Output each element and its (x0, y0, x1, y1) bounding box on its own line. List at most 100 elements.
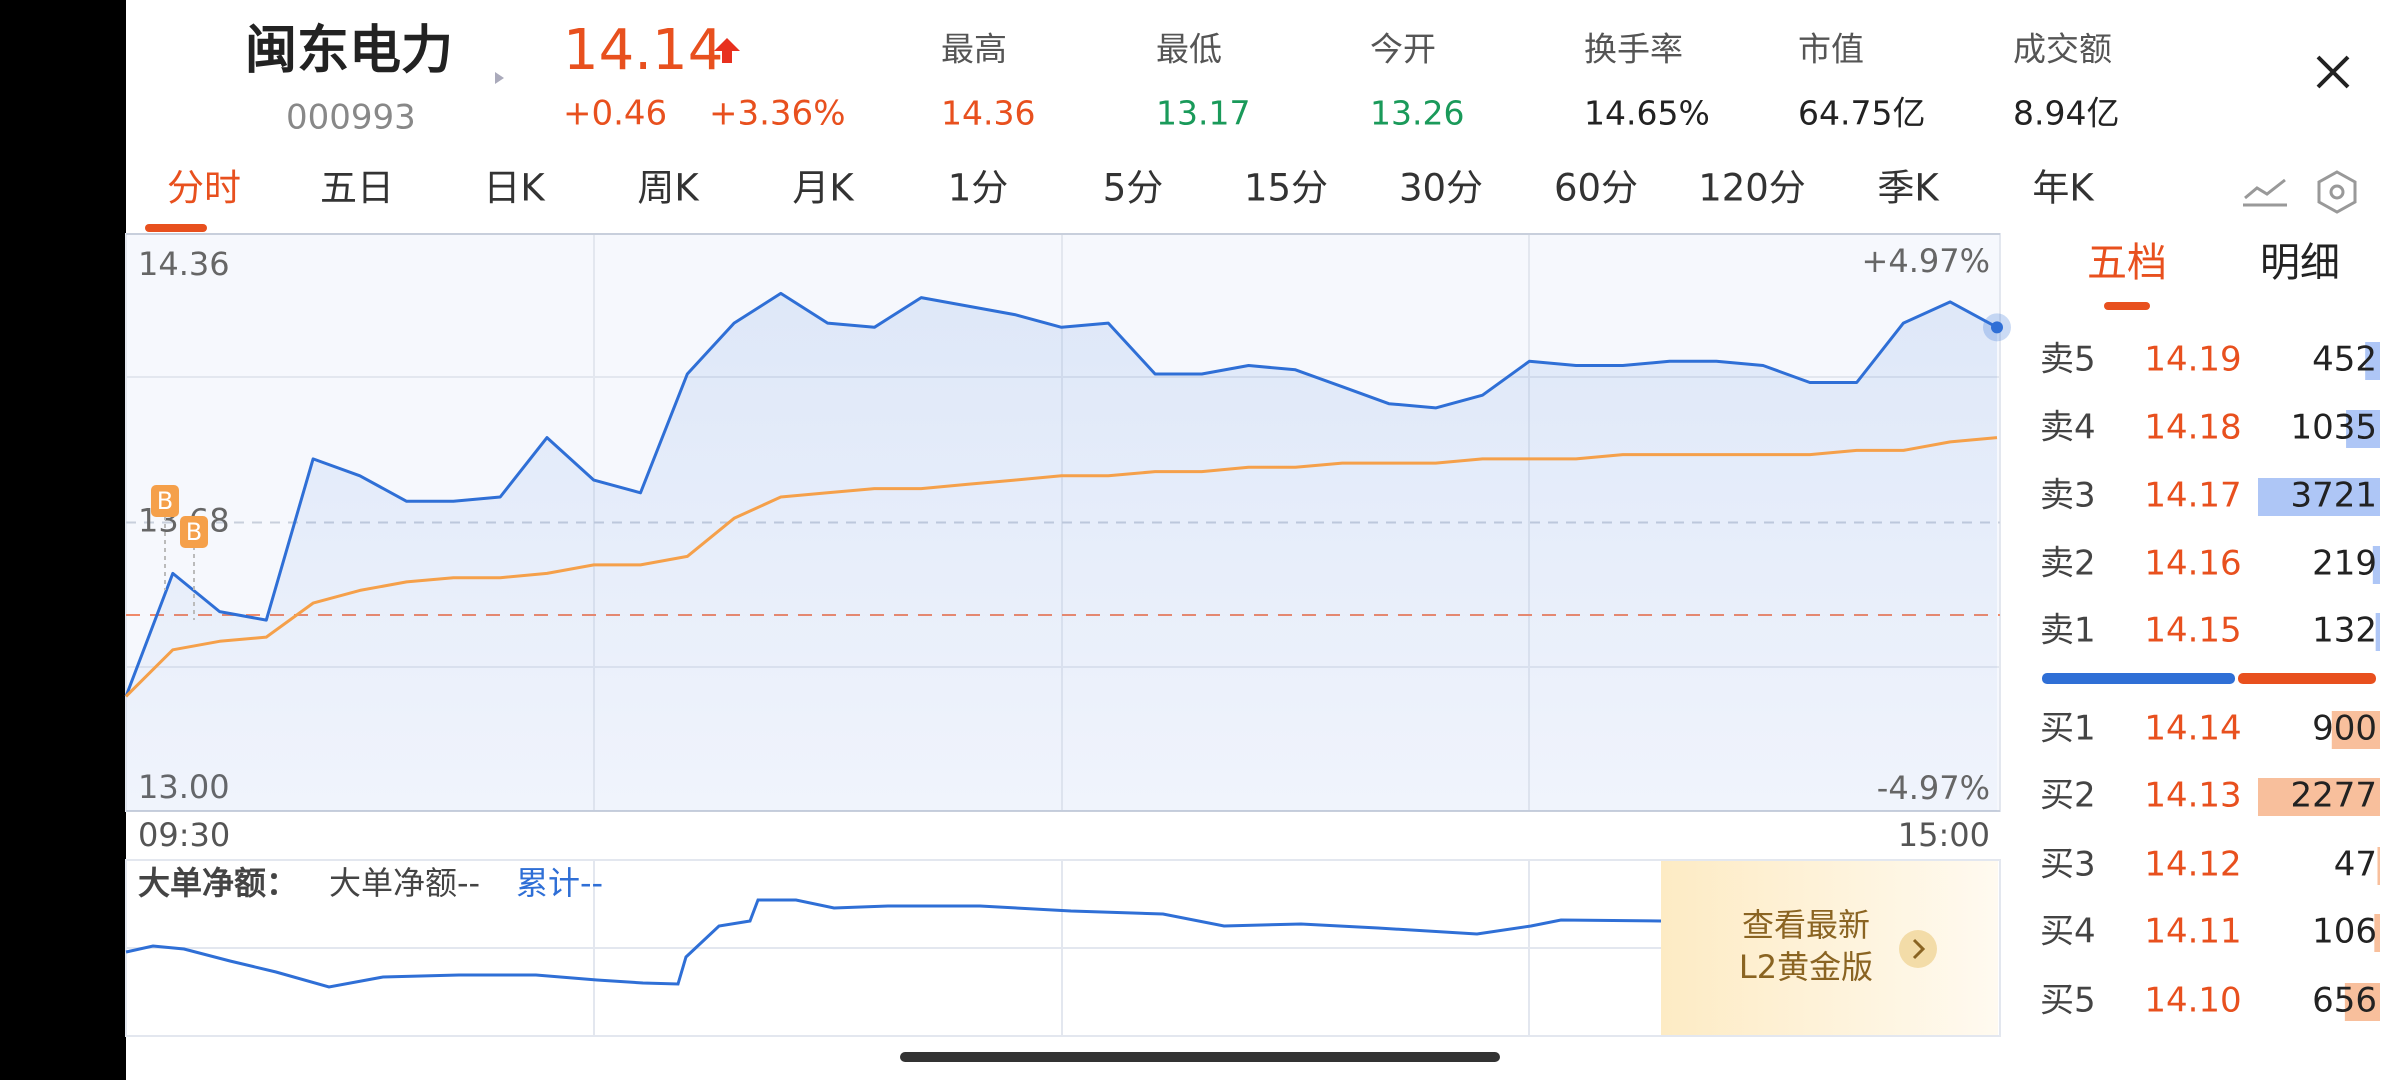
stat-label: 市值 (1798, 30, 1864, 69)
stat-value: 64.75亿 (1798, 94, 1925, 133)
volume-bar (2377, 847, 2380, 885)
book-tab[interactable]: 五档 (2087, 240, 2167, 286)
last-point (1991, 321, 2003, 334)
pct-top: +4.97% (1862, 242, 1990, 280)
level-price: 14.10 (2144, 981, 2241, 1021)
stat-value: 8.94亿 (2013, 94, 2119, 133)
tabs: 分时 五日 日K 周K 月K 1分 5分 15分 30分 60分 120分 季K 年K (167, 167, 2095, 210)
level-label: 买4 (2040, 912, 2096, 952)
level-price: 14.13 (2144, 776, 2241, 816)
close-button[interactable] (2316, 55, 2350, 89)
level-volume: 47 (2334, 845, 2377, 885)
stat-value: 13.17 (1156, 94, 1250, 133)
settings-icon-dot (2329, 184, 2345, 200)
tab[interactable]: 分时 (167, 167, 241, 210)
volume-bar (2346, 410, 2380, 448)
change-pct: +3.36% (709, 94, 846, 134)
level-price: 14.11 (2144, 912, 2241, 952)
price-area (126, 293, 1997, 811)
tab[interactable]: 季K (1877, 167, 1940, 210)
stat-label: 今开 (1370, 30, 1436, 69)
promo-line2: L2黄金版 (1739, 948, 1873, 986)
promo-arrow-icon (1912, 938, 1926, 960)
level-price: 14.16 (2144, 544, 2241, 584)
flow-total: 累计-- (516, 864, 603, 902)
tab[interactable]: 15分 (1244, 167, 1328, 210)
tab[interactable]: 120分 (1698, 167, 1806, 210)
level-volume: 106 (2312, 912, 2377, 952)
volume-bar (2374, 914, 2380, 952)
level-price: 14.17 (2144, 476, 2241, 516)
expand-arrow[interactable] (495, 72, 504, 84)
tab[interactable]: 30分 (1399, 167, 1483, 210)
stats: 最高 14.36 最低 13.17 今开 13.26 换手率 14.65% 市值 64.75亿 成交… (941, 30, 2119, 133)
volume-bar (2344, 983, 2380, 1021)
level-volume: 3721 (2290, 476, 2377, 516)
buy-marker-label: B (157, 487, 173, 515)
level-label: 卖1 (2040, 611, 2096, 651)
level-label: 买3 (2040, 845, 2096, 885)
stat-label: 最高 (941, 30, 1007, 69)
settings-icon[interactable] (2317, 170, 2357, 214)
level-label: 卖4 (2040, 408, 2096, 448)
time-end: 15:00 (1898, 816, 1990, 854)
book-tab-underline (2104, 302, 2150, 310)
flow-title: 大单净额： (138, 864, 298, 902)
buy-marker[interactable] (180, 516, 208, 548)
ratio-bar-sell (2238, 673, 2376, 684)
volume-bar (2375, 613, 2380, 651)
price: 14.14 (563, 18, 723, 83)
stat-value: 14.65% (1584, 94, 1710, 133)
promo-arrow[interactable] (1899, 930, 1937, 968)
level-volume: 2277 (2290, 776, 2377, 816)
stat-value: 13.26 (1370, 94, 1464, 133)
price-line (124, 291, 1998, 697)
price-chart: 14.3613.6813.00 (124, 233, 2011, 812)
level-price: 14.19 (2144, 340, 2241, 380)
level-price: 14.14 (2144, 709, 2241, 749)
up-arrow (714, 38, 740, 63)
level-label: 卖5 (2040, 340, 2096, 380)
tab[interactable]: 60分 (1554, 167, 1638, 210)
stat-label: 成交额 (2013, 30, 2112, 69)
tab[interactable]: 月K (792, 167, 855, 210)
stock-name: 闽东电力 (245, 21, 453, 81)
stat-label: 换手率 (1584, 30, 1683, 69)
tab[interactable]: 五日 (320, 167, 394, 210)
indicator-icon[interactable] (2243, 178, 2287, 207)
home-indicator (900, 1052, 1500, 1062)
tab[interactable]: 周K (637, 167, 700, 210)
level-label: 买2 (2040, 776, 2096, 816)
level-volume: 1035 (2290, 408, 2377, 448)
volume-bar (2258, 478, 2380, 516)
flow-line (125, 898, 1662, 989)
stock-code: 000993 (286, 98, 416, 138)
level-label: 卖3 (2040, 476, 2096, 516)
level-price: 14.15 (2144, 611, 2241, 651)
buy-marker-label: B (186, 518, 202, 546)
order-book: 卖5 14.19 452 卖4 14.18 1035 卖3 14.17 3721 卖2 14.16 2… (2040, 340, 2380, 1021)
time-start: 09:30 (138, 816, 230, 854)
tab[interactable]: 5分 (1103, 167, 1164, 210)
promo-line1: 查看最新 (1742, 906, 1870, 944)
y-tick-label: 14.36 (138, 245, 230, 283)
promo-box[interactable] (1661, 861, 1998, 1035)
average-line (124, 436, 1998, 698)
level-volume: 900 (2312, 709, 2377, 749)
buy-marker[interactable] (151, 485, 179, 517)
left-bar (0, 0, 126, 1080)
volume-bar (2258, 778, 2380, 816)
stat-value: 14.36 (941, 94, 1035, 133)
flow-item: 大单净额-- (329, 864, 480, 902)
tab[interactable]: 日K (483, 167, 546, 210)
change: +0.46 (563, 94, 667, 134)
level-label: 卖2 (2040, 544, 2096, 584)
ratio-bar-buy (2042, 673, 2235, 684)
book-tab[interactable]: 明细 (2260, 240, 2340, 286)
tab[interactable]: 年K (2032, 167, 2095, 210)
level-volume: 452 (2312, 340, 2377, 380)
stat-label: 最低 (1156, 30, 1222, 69)
volume-bar (2372, 546, 2380, 584)
tab[interactable]: 1分 (948, 167, 1009, 210)
